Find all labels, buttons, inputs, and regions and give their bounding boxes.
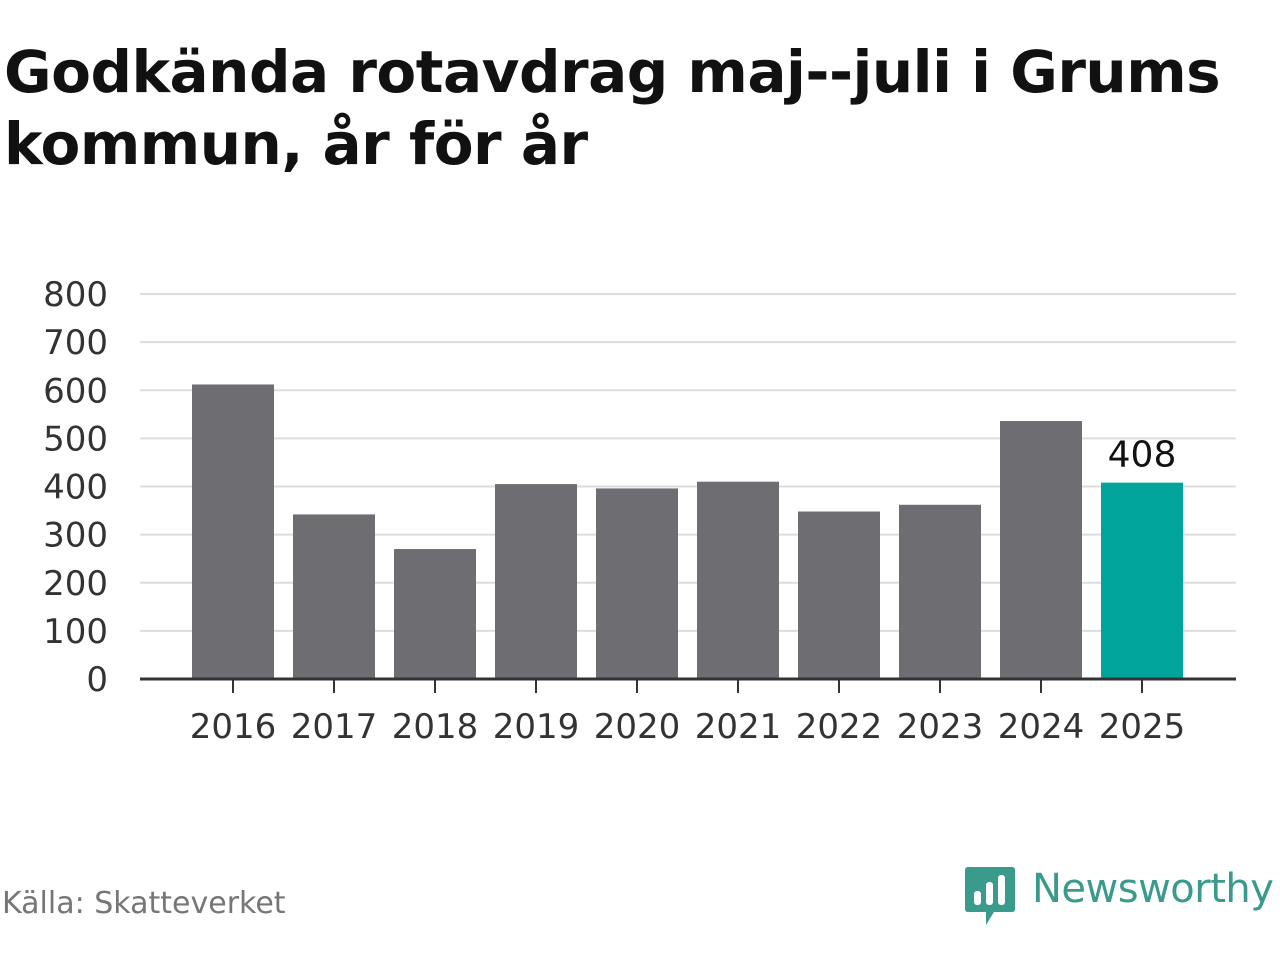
x-tick-label: 2020 xyxy=(594,707,681,747)
brand-name: Newsworthy xyxy=(1032,866,1274,912)
chart-title: Godkända rotavdrag maj--juli i Grums kom… xyxy=(4,38,1221,178)
x-tick-label: 2016 xyxy=(190,707,277,747)
x-tick-label: 2024 xyxy=(998,707,1085,747)
x-axis: 2016 2017 2018 2019 2020 2021 2022 2023 2024 2025 xyxy=(140,677,1236,747)
x-tick-label: 2025 xyxy=(1099,707,1186,747)
data-labels: 408 xyxy=(1108,435,1177,476)
y-tick-label: 500 xyxy=(43,419,108,459)
source-note: Källa: Skatteverket xyxy=(2,886,286,921)
bar-2022 xyxy=(798,511,880,679)
bar-2023 xyxy=(899,504,981,679)
bar-2019 xyxy=(495,484,577,679)
y-tick-label: 100 xyxy=(43,612,108,652)
bar-2017 xyxy=(293,514,375,679)
y-tick-label: 400 xyxy=(43,468,108,508)
brand[interactable]: Newsworthy xyxy=(964,864,1274,928)
newsworthy-logo-icon xyxy=(965,867,1015,925)
data-label: 408 xyxy=(1108,435,1177,476)
bar-2020 xyxy=(596,488,678,679)
x-tick-label: 2022 xyxy=(796,707,883,747)
y-tick-label: 600 xyxy=(43,371,108,411)
bar-2021 xyxy=(697,481,779,679)
bars xyxy=(192,384,1183,679)
x-tick-label: 2021 xyxy=(695,707,782,747)
y-tick-label: 0 xyxy=(86,660,108,700)
x-tick-label: 2018 xyxy=(392,707,479,747)
bar-2016 xyxy=(192,384,274,679)
x-tick-label: 2019 xyxy=(493,707,580,747)
y-tick-label: 200 xyxy=(43,564,108,604)
y-axis-ticks: 0 100 200 300 400 500 600 700 800 xyxy=(43,275,108,700)
bar-2018 xyxy=(394,549,476,679)
x-tick-label: 2023 xyxy=(897,707,984,747)
y-tick-label: 800 xyxy=(43,275,108,315)
y-tick-label: 300 xyxy=(43,516,108,556)
x-tick-label: 2017 xyxy=(291,707,378,747)
bar-2024 xyxy=(1000,421,1082,679)
bar-2025 xyxy=(1101,482,1183,679)
y-tick-label: 700 xyxy=(43,323,108,363)
